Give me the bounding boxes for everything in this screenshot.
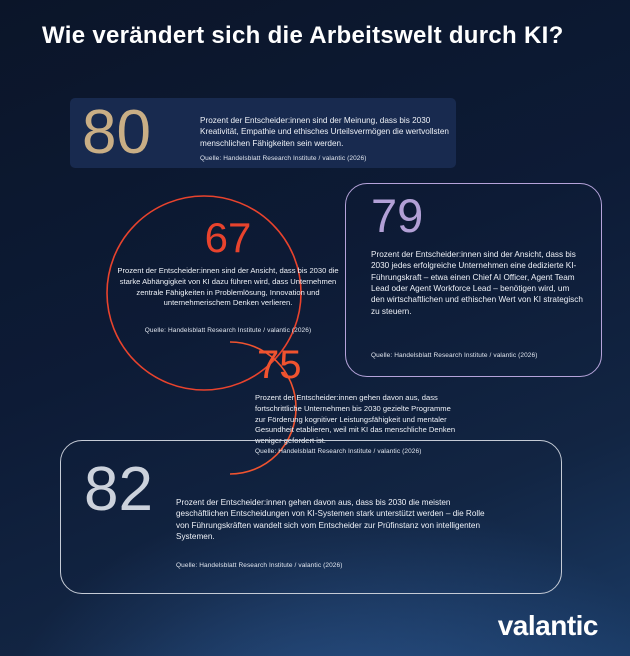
stat-67-source: Quelle: Handelsblatt Research Institute … <box>144 327 312 334</box>
page-title: Wie verändert sich die Arbeitswelt durch… <box>42 22 564 49</box>
stat-80-source: Quelle: Handelsblatt Research Institute … <box>200 155 367 162</box>
stat-79-value: 79 <box>371 189 424 242</box>
stat-82-box <box>60 440 562 594</box>
stat-80-panel <box>70 98 456 168</box>
stat-79-source: Quelle: Handelsblatt Research Institute … <box>371 352 538 359</box>
stat-80-text: Prozent der Entscheider:innen sind der M… <box>200 116 449 148</box>
stat-67-value: 67 <box>204 214 252 261</box>
stat-75-value: 75 <box>257 343 302 387</box>
stat-67-text: Prozent der Entscheider:innen sind der A… <box>117 266 339 308</box>
stat-75-text: Prozent der Entscheider:innen gehen davo… <box>255 393 456 446</box>
stat-82-value: 82 <box>84 455 153 524</box>
valantic-logo: valantic <box>497 610 599 641</box>
stat-79-text: Prozent der Entscheider:innen sind der A… <box>371 250 583 316</box>
stat-80-value: 80 <box>82 98 151 167</box>
stat-82-text: Prozent der Entscheider:innen gehen davo… <box>176 498 485 541</box>
stat-82-source: Quelle: Handelsblatt Research Institute … <box>176 562 343 569</box>
stat-75-source: Quelle: Handelsblatt Research Institute … <box>255 448 422 455</box>
stat-79-box <box>345 183 602 377</box>
